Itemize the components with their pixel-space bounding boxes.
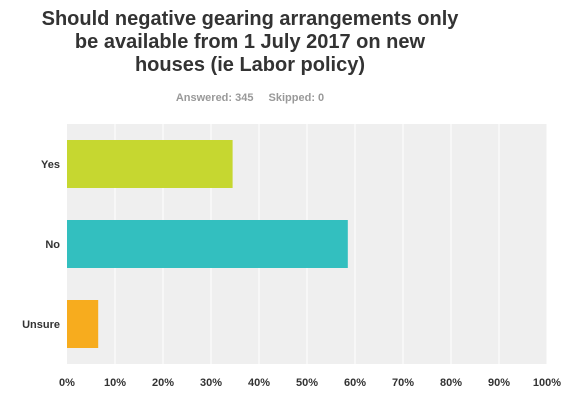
category-label: No bbox=[45, 239, 60, 251]
x-tick-label: 40% bbox=[248, 377, 270, 389]
bar-yes bbox=[67, 140, 233, 188]
x-tick-label: 90% bbox=[488, 377, 510, 389]
x-tick-label: 70% bbox=[392, 377, 414, 389]
x-tick-label: 50% bbox=[296, 377, 318, 389]
chart-title-line-1: Should negative gearing arrangements onl… bbox=[41, 8, 459, 30]
response-stats: Answered: 345 Skipped: 0 bbox=[0, 92, 500, 104]
x-tick-label: 10% bbox=[104, 377, 126, 389]
x-tick-label: 20% bbox=[152, 377, 174, 389]
chart-title-line-2: be available from 1 July 2017 on new bbox=[74, 31, 426, 53]
category-label: Yes bbox=[41, 159, 60, 171]
x-tick-label: 0% bbox=[59, 377, 75, 389]
skipped-count: Skipped: 0 bbox=[268, 92, 325, 104]
bar-unsure bbox=[67, 300, 99, 348]
answered-count: Answered: 345 bbox=[175, 92, 254, 104]
x-tick-label: 30% bbox=[200, 377, 222, 389]
x-tick-label: 100% bbox=[533, 377, 561, 389]
chart-title: Should negative gearing arrangements onl… bbox=[0, 8, 500, 77]
category-label: Unsure bbox=[22, 319, 60, 331]
x-tick-label: 60% bbox=[344, 377, 366, 389]
chart-title-line-3: houses (ie Labor policy) bbox=[134, 54, 366, 76]
bar-no bbox=[67, 220, 348, 268]
x-tick-label: 80% bbox=[440, 377, 462, 389]
